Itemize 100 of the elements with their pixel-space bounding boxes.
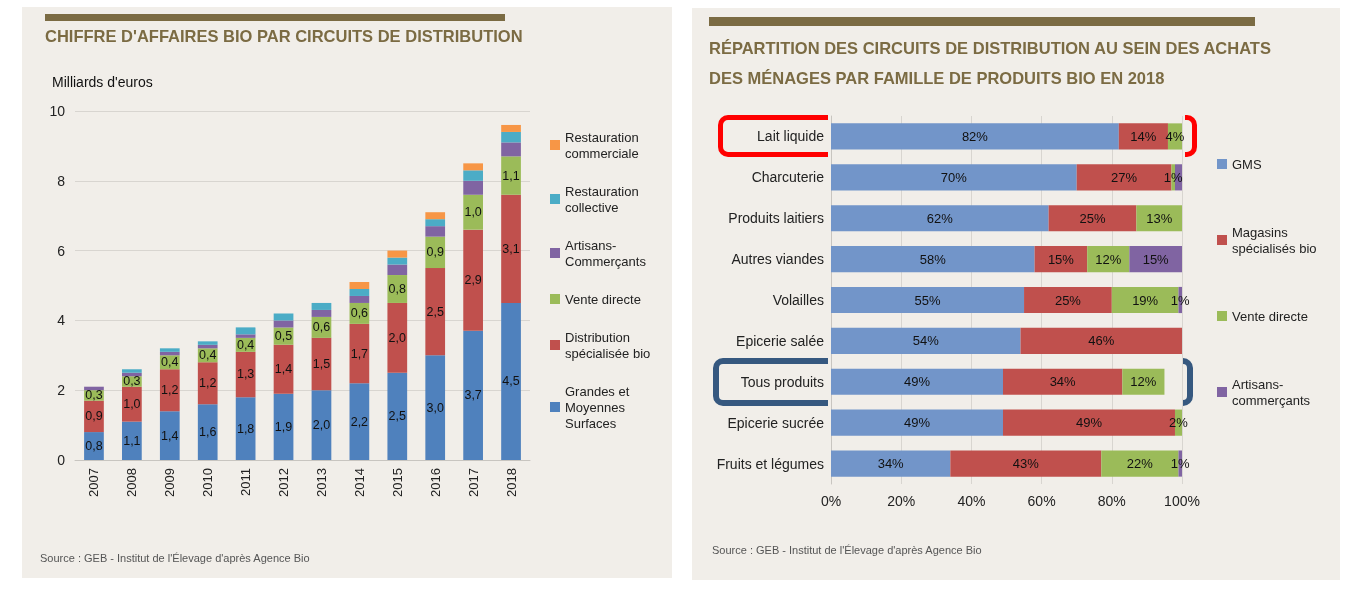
data-label: 1,5: [312, 357, 331, 372]
data-label: 1,1: [123, 433, 141, 448]
data-label: 0,4: [236, 337, 255, 352]
bar: [1002, 368, 1123, 395]
data-label: 15%: [1047, 251, 1075, 267]
bar: [425, 268, 446, 356]
x-tick-label: 2017: [465, 468, 481, 497]
data-label: 62%: [926, 210, 954, 226]
data-label: 49%: [903, 415, 931, 431]
y-tick-label: Lait liquide: [757, 128, 825, 145]
bar: [1024, 286, 1112, 314]
bar: [501, 142, 521, 157]
bar: [425, 212, 446, 220]
legend-label: Vente directe: [1232, 308, 1308, 324]
y-tick-label: Produits laitiers: [728, 210, 824, 227]
bar: [235, 397, 256, 460]
data-label: 1,0: [123, 397, 141, 412]
data-label: 1,2: [199, 376, 217, 391]
legend-label: Distribution spécialisée bio: [565, 329, 651, 361]
legend-label: Grandes et Moyennes Surfaces: [565, 383, 633, 431]
data-label: 12%: [1095, 251, 1122, 267]
bar: [463, 194, 483, 230]
bar: [273, 320, 294, 328]
y-tick-label: Volailles: [772, 292, 824, 308]
data-label: 2,0: [388, 330, 407, 345]
bar: [501, 124, 521, 132]
data-label: 70%: [940, 169, 968, 185]
y-tick-label: 0: [57, 452, 66, 468]
x-tick-label: 0%: [820, 493, 842, 509]
data-label: 1,6: [199, 425, 217, 440]
legend-label: Vente directe: [565, 291, 641, 307]
bar: [387, 372, 408, 460]
bar: [831, 205, 1049, 232]
y-tick-label: 4: [57, 312, 66, 329]
data-label: 3,1: [502, 241, 520, 256]
x-tick-label: 2008: [124, 468, 140, 497]
bar: [122, 369, 142, 373]
bar: [1129, 246, 1182, 273]
bar: [831, 246, 1035, 273]
data-label: 2,9: [464, 273, 482, 288]
data-label: 22%: [1126, 456, 1154, 472]
bar: [197, 362, 218, 405]
data-label: 2%: [1169, 415, 1189, 431]
data-label: 2,5: [388, 409, 407, 424]
data-label: 15%: [1142, 251, 1170, 267]
x-tick-label: 2011: [238, 468, 254, 496]
bar: [463, 180, 483, 195]
data-label: 43%: [1012, 456, 1040, 472]
data-label: 25%: [1054, 292, 1082, 308]
chart-title: RÉPARTITION DES CIRCUITS DE DISTRIBUTION AU SEIN DES ACHATS DES MÉNAGES PAR FAMILLE DE PRODUITS BIO EN 2018: [709, 38, 1272, 89]
data-label: 2,5: [426, 304, 444, 319]
y-tick-label: Epicerie sucrée: [727, 414, 825, 431]
y-tick-label: Tous produits: [740, 373, 824, 390]
bar: [463, 229, 483, 331]
y-tick-label: 8: [57, 172, 66, 189]
data-label: 1,9: [274, 419, 293, 434]
data-label: 46%: [1088, 333, 1115, 349]
data-label: 0,6: [350, 306, 369, 321]
bar: [425, 219, 446, 227]
bar: [1020, 327, 1182, 354]
data-label: 0,8: [388, 281, 407, 296]
data-label: 54%: [912, 333, 940, 349]
legend-label: Magasins spécialisés bio: [1232, 224, 1317, 256]
source-note: Source : GEB - Institut de l'Élevage d'après Agence Bio: [712, 544, 982, 556]
data-label: 4,5: [502, 374, 520, 389]
data-label: 34%: [1049, 374, 1077, 390]
bar: [831, 368, 1003, 395]
data-label: 2,0: [312, 418, 331, 433]
bar: [159, 369, 180, 412]
bar: [387, 257, 408, 265]
data-label: 49%: [1075, 415, 1103, 431]
data-label: 55%: [914, 292, 941, 308]
bar: [463, 163, 483, 171]
data-label: 0,4: [161, 355, 179, 370]
bar: [425, 226, 446, 237]
data-label: 1,7: [350, 346, 369, 361]
source-note: Source : GEB - Institut de l'Élevage d'après Agence Bio: [40, 552, 310, 564]
x-tick-label: 2015: [389, 468, 405, 497]
data-label: 0,3: [85, 388, 103, 403]
data-label: 13%: [1146, 210, 1173, 226]
legend-label: GMS: [1232, 156, 1262, 172]
bar: [387, 302, 408, 373]
x-tick-label: 2013: [313, 468, 329, 497]
bar: [273, 313, 294, 321]
bar: [349, 295, 370, 303]
data-label: 1,4: [161, 428, 179, 443]
data-label: 1,1: [502, 168, 520, 183]
bar: [387, 250, 408, 258]
x-tick-label: 60%: [1027, 493, 1056, 509]
y-tick-label: Autres viandes: [731, 251, 824, 268]
y-tick-label: 2: [57, 382, 66, 399]
bar: [349, 383, 370, 460]
bar: [501, 156, 521, 195]
x-tick-label: 80%: [1097, 493, 1126, 509]
bar: [463, 170, 483, 181]
data-label: 58%: [919, 251, 947, 267]
bar: [349, 323, 370, 384]
bar: [831, 450, 951, 477]
data-label: 14%: [1130, 128, 1157, 144]
data-label: 1%: [1170, 292, 1191, 308]
